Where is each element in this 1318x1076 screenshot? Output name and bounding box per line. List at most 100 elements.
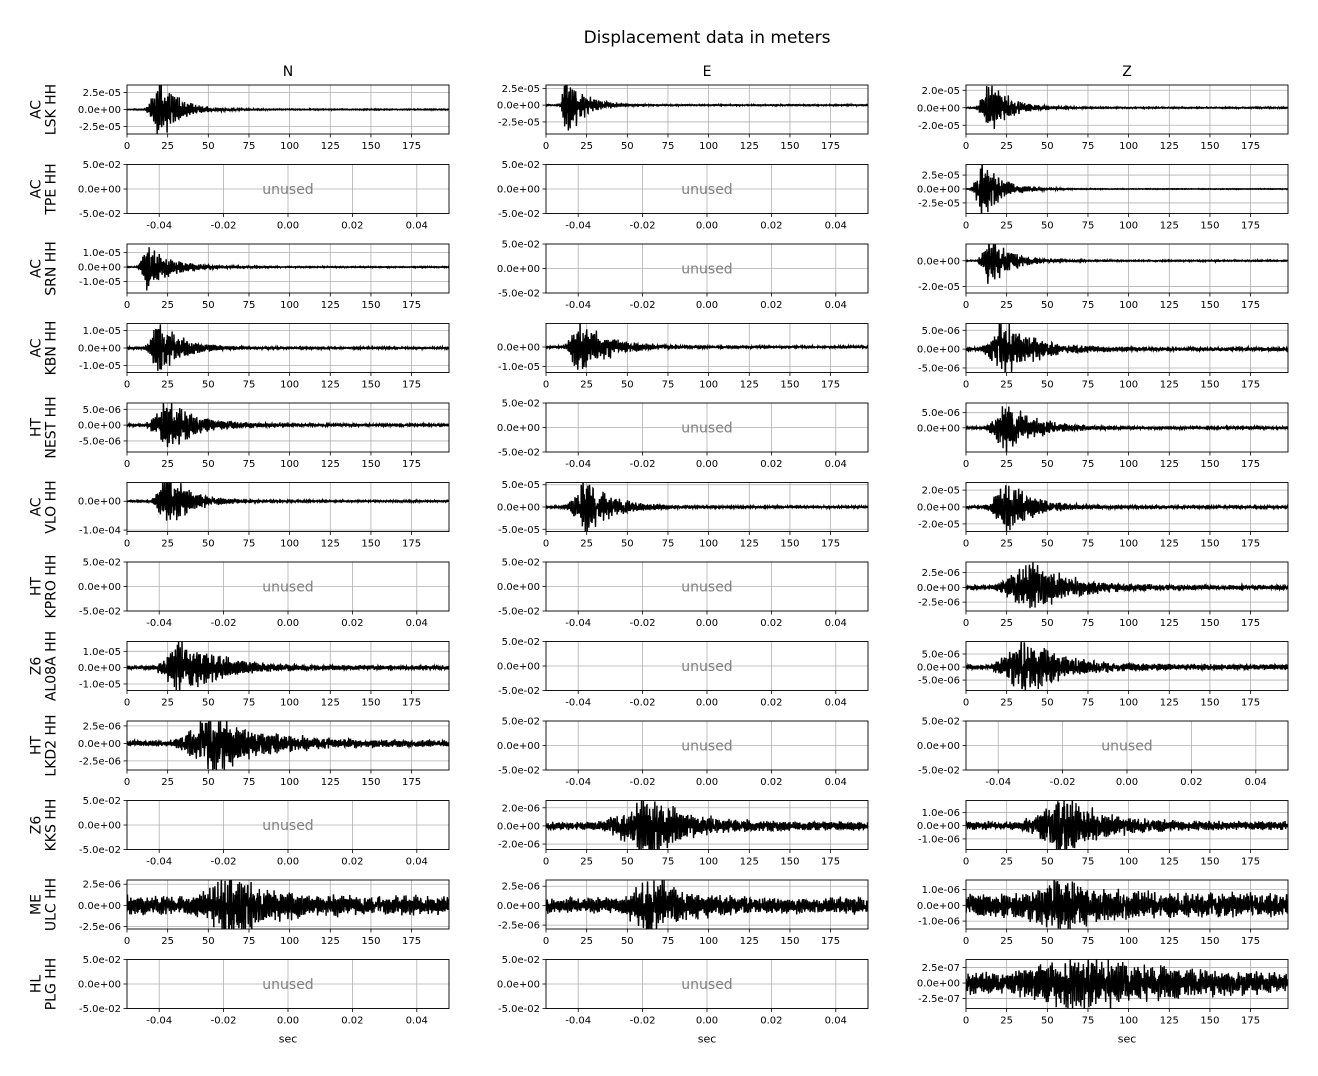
subplot-panel: 1.0e-05 0.0e+00 -1.0e-05 0 25 50 75 100 125 150 17… — [78, 243, 450, 311]
row-label: HTNEST HH — [29, 396, 60, 458]
y-tick-label: -5.0e-06 — [918, 676, 960, 687]
x-tick-label: 75 — [1082, 380, 1095, 391]
x-tick-label: 100 — [1119, 698, 1138, 709]
subplot-panel: 2.0e-05 0.0e+00 -2.0e-050 25 50 75 100 125 150 17… — [917, 482, 1289, 550]
y-tick-label: 0.0e+00 — [497, 582, 540, 593]
y-tick-label: 0.0e+00 — [78, 421, 121, 432]
x-tick-label: 0.02 — [1180, 777, 1202, 788]
axes-frame — [965, 879, 1289, 930]
x-tick-label: 175 — [402, 777, 421, 788]
x-tick-label: 150 — [1200, 857, 1219, 868]
x-tick-label: 25 — [1000, 141, 1013, 152]
y-tick-label: -5.0e-02 — [79, 607, 121, 618]
x-tick-label: 75 — [1082, 459, 1095, 470]
x-tick-label: -0.04 — [565, 459, 591, 470]
x-tick-label: 75 — [243, 300, 256, 311]
row-station: TPE HH — [43, 163, 59, 215]
x-tick-label: 0 — [963, 300, 969, 311]
y-tick-label: 1.0e-06 — [922, 885, 960, 896]
subplot-panel: 5.0e-06 0.0e+00 -5.0e-06 0 25 50 75 100 125 150 17… — [78, 402, 450, 470]
row-network: HT — [29, 736, 45, 756]
x-tick-label: 100 — [1119, 1016, 1138, 1027]
waveform-trace — [127, 641, 449, 691]
y-tick-label: -2.5e-05 — [918, 198, 960, 209]
x-tick-label: 100 — [1119, 300, 1138, 311]
x-tick-label: 25 — [1000, 380, 1013, 391]
x-tick-label: 175 — [821, 936, 840, 947]
x-tick-label: 150 — [361, 300, 380, 311]
y-tick-label: 0.0e+00 — [917, 256, 960, 267]
y-tick-label: -5.0e-02 — [498, 448, 540, 459]
y-tick-label: -1.0e-05 — [498, 362, 540, 373]
x-tick-label: 25 — [580, 141, 593, 152]
unused-label: unused — [1101, 739, 1152, 755]
waveform-trace — [546, 880, 868, 929]
y-tick-label: 5.0e-02 — [502, 558, 540, 569]
y-tick-label: -5.0e-02 — [918, 766, 960, 777]
x-tick-label: 0.04 — [406, 221, 428, 232]
x-tick-label: 25 — [161, 698, 174, 709]
x-tick-label: 25 — [1000, 300, 1013, 311]
unused-label: unused — [681, 182, 732, 198]
row-station: KPRO HH — [43, 555, 59, 619]
y-tick-label: -5.0e-02 — [498, 766, 540, 777]
x-tick-label: 0 — [963, 618, 969, 629]
x-tick-label: 150 — [780, 539, 799, 550]
waveform-trace — [127, 880, 449, 929]
waveform-trace — [966, 85, 1288, 130]
x-tick-label: 100 — [699, 380, 718, 391]
x-tick-label: 0.04 — [825, 777, 847, 788]
x-tick-label: 50 — [202, 300, 215, 311]
subplot-panel: 2.5e-050.0e+00-2.5e-050 25 50 75 100 125 150 17… — [78, 84, 450, 152]
x-tick-label: 150 — [1200, 539, 1219, 550]
x-tick-label: 0.04 — [825, 698, 847, 709]
x-tick-label: 100 — [280, 539, 299, 550]
x-tick-label: 175 — [1241, 936, 1260, 947]
x-tick-label: 100 — [699, 539, 718, 550]
x-tick-label: 125 — [740, 857, 759, 868]
waveform-trace — [966, 244, 1288, 284]
y-tick-label: 5.0e-06 — [922, 326, 960, 337]
axes-frame — [126, 641, 450, 691]
row-station: NEST HH — [43, 396, 59, 458]
axes-frame — [126, 482, 450, 532]
row-station: SRN HH — [43, 241, 59, 296]
x-tick-label: 0.00 — [277, 221, 299, 232]
x-tick-label: 0.00 — [277, 857, 299, 868]
x-tick-label: 0 — [124, 300, 130, 311]
x-tick-label: 50 — [202, 539, 215, 550]
x-tick-label: 0 — [124, 539, 130, 550]
x-tick-label: 150 — [1200, 300, 1219, 311]
y-tick-label: -2.5e-07 — [918, 994, 960, 1005]
x-tick-label: 100 — [699, 141, 718, 152]
x-tick-label: 150 — [1200, 221, 1219, 232]
x-tick-label: 50 — [1041, 698, 1054, 709]
x-tick-label: 0 — [124, 141, 130, 152]
y-tick-label: -1.0e-06 — [918, 917, 960, 928]
row-station: LSK HH — [43, 84, 59, 135]
y-tick-label: 0.0e+00 — [497, 423, 540, 434]
y-tick-label: 5.0e-02 — [83, 955, 121, 966]
x-tick-label: 0.04 — [825, 618, 847, 629]
y-tick-label: -5.0e-02 — [498, 686, 540, 697]
subplot-panel: 2.5e-050.0e+00-2.5e-050 25 50 75 100 125 150 17… — [917, 164, 1289, 232]
subplot-panel: 5.0e-02 0.0e+00 -5.0e-02 -0.04 -0.02 0.00 0.02… — [78, 558, 450, 629]
subplot-panel: 1.0e-06 0.0e+00 -1.0e-06 0 25 50 75 100 125 150 17… — [917, 800, 1289, 868]
x-tick-label: 150 — [361, 141, 380, 152]
x-tick-label: 175 — [1241, 141, 1260, 152]
x-tick-label: 0.00 — [696, 777, 718, 788]
x-tick-label: 150 — [361, 936, 380, 947]
waveform-trace — [127, 482, 449, 521]
subplot-panel: 2.5e-050.0e+00-2.5e-050 25 50 75 100 125 150 17… — [497, 84, 869, 152]
unused-label: unused — [262, 580, 313, 596]
x-tick-label: 125 — [321, 936, 340, 947]
y-tick-label: -2.5e-06 — [79, 922, 121, 933]
y-tick-label: 1.0e-06 — [922, 808, 960, 819]
x-tick-label: 0 — [124, 936, 130, 947]
subplot-panel: 5.0e-02 0.0e+00 -5.0e-02 -0.04 -0.02 0.00 0.02… — [78, 160, 450, 232]
y-tick-label: 0.0e+00 — [78, 497, 121, 508]
waveform-trace — [127, 247, 449, 291]
x-tick-label: 50 — [202, 698, 215, 709]
x-tick-label: 0 — [543, 539, 549, 550]
